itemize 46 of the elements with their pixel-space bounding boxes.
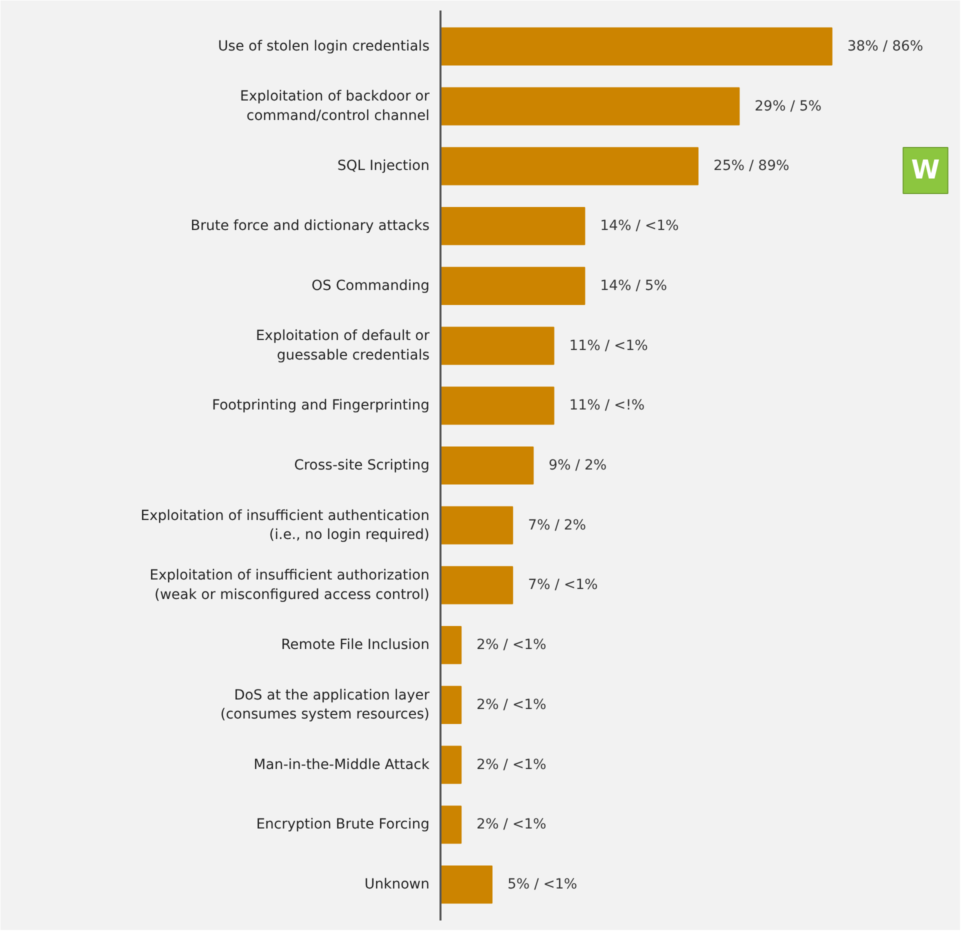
data-label: 2% / <1% [476,637,546,654]
bar [440,87,740,126]
bar [440,626,462,664]
y-tick-label: Man-in-the-Middle Attack [254,756,430,773]
data-label: 9% / 2% [548,458,607,474]
bar [440,326,554,365]
y-tick-label: Encryption Brute Forcing [256,816,430,833]
data-label: 11% / <1% [569,338,648,354]
data-label: 14% / 5% [600,278,668,294]
y-tick-label: Cross-site Scripting [294,458,430,474]
annotation: W [911,156,940,186]
data-label: 29% / 5% [754,98,822,114]
y-tick-label: OS Commanding [312,278,430,294]
bar [440,506,514,544]
bar [440,446,534,485]
data-label: 25% / 89% [713,158,790,174]
y-tick-label: Exploitation of insufficient authorization (weak or misconfigured access control) [150,568,430,603]
data-label: 7% / 2% [528,517,586,534]
bar [440,866,492,904]
bar [440,27,832,66]
data-label: 7% / <1% [528,577,598,594]
bar [440,386,554,425]
bar [440,746,462,784]
data-label: 11% / <!% [569,398,645,414]
data-label: 2% / <1% [476,816,546,833]
bar [440,147,698,186]
y-tick-label: Remote File Inclusion [281,637,430,654]
y-tick-label: Exploitation of default or guessable credentials [256,328,430,364]
y-tick-label: Exploitation of insufficient authentication (i.e., no login required) [140,508,430,543]
bar [440,206,586,246]
data-label: 5% / <1% [507,876,578,893]
data-label: 38% / 86% [847,38,924,54]
y-tick-label: Exploitation of backdoor or command/control channel [240,88,430,124]
bar [440,266,586,305]
y-tick-label: DoS at the application layer (consumes system resources) [220,687,430,723]
data-label: 2% / <1% [476,696,546,713]
y-tick-label: SQL Injection [337,158,430,174]
data-label: 2% / <1% [476,756,546,773]
bar [440,566,514,604]
bar [440,686,462,724]
y-tick-label: Unknown [364,876,430,893]
y-tick-label: Brute force and dictionary attacks [190,218,430,234]
y-tick-label: Use of stolen login credentials [218,38,430,54]
bar [440,806,462,844]
y-tick-label: Footprinting and Fingerprinting [212,398,430,414]
data-label: 14% / <1% [600,218,679,234]
